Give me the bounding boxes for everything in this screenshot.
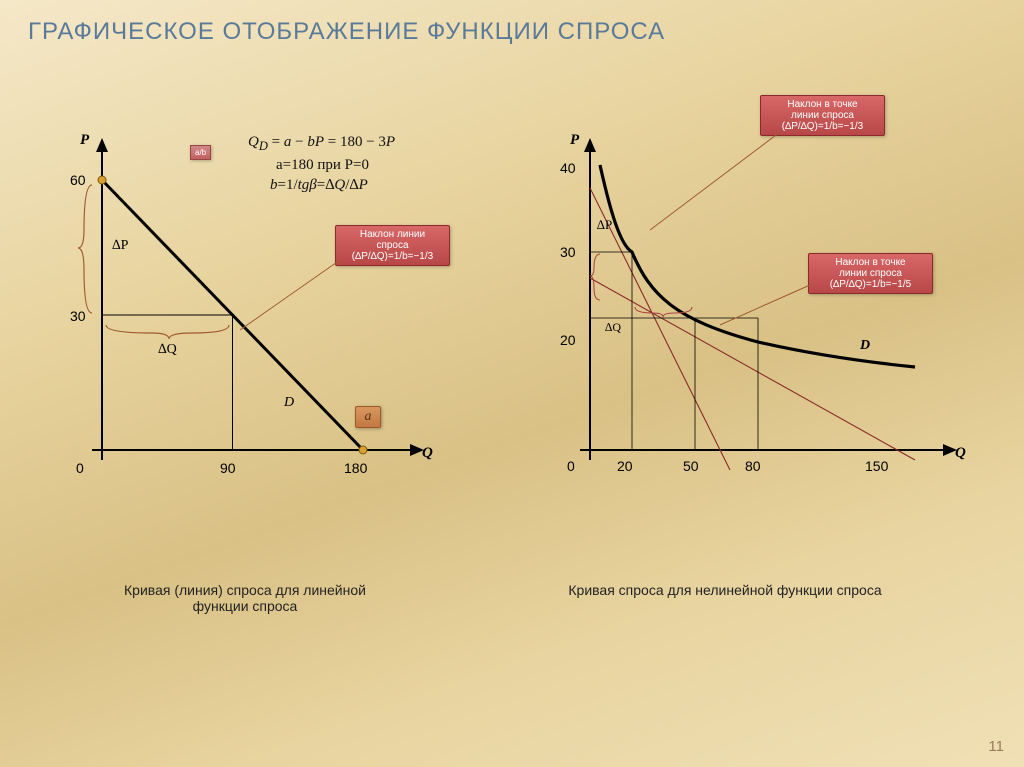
- page-number: 11: [988, 738, 1004, 755]
- right-callout-leaders: [0, 0, 1024, 767]
- right-caption: Кривая спроса для нелинейной функции спр…: [555, 582, 895, 598]
